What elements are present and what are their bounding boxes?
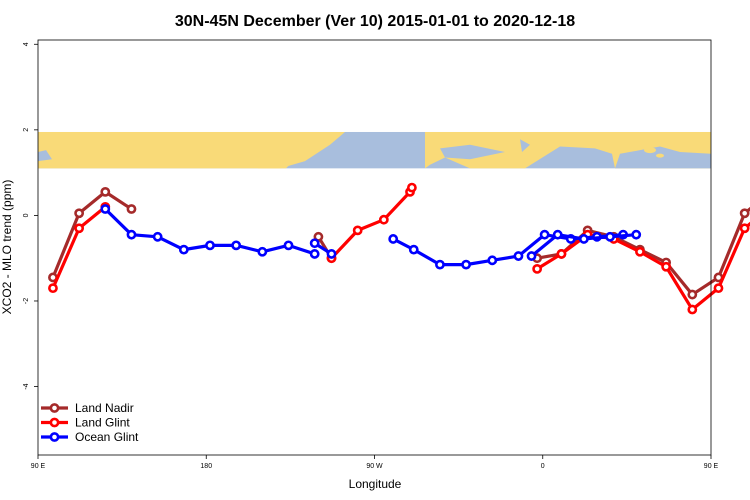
ocean-glint-point <box>309 249 320 259</box>
ocean-glint-point <box>257 246 268 257</box>
land-glint-point <box>556 249 567 259</box>
world-map-band <box>38 131 711 169</box>
ocean-glint-legend-marker <box>49 432 60 442</box>
land-glint-point <box>74 223 85 234</box>
land-nadir-point <box>739 208 750 219</box>
land-glint-point <box>378 214 389 225</box>
land-glint-point <box>532 263 543 274</box>
y-axis-title: XCO2 - MLO trend (ppm) <box>0 180 14 315</box>
map-island <box>656 153 664 158</box>
land-glint-point <box>661 261 672 272</box>
land-glint-point <box>406 182 417 193</box>
ocean-glint-point <box>283 240 294 251</box>
map-sea <box>520 139 530 152</box>
ocean-glint-point <box>408 244 419 255</box>
ocean-glint-point <box>552 229 563 240</box>
land-glint-line <box>330 190 412 260</box>
ocean-glint-point <box>461 259 472 270</box>
land-nadir-point <box>74 208 85 219</box>
ocean-glint-point <box>326 249 337 259</box>
ocean-glint-point <box>435 259 445 270</box>
map-sea <box>615 146 711 169</box>
ocean-glint-point <box>100 204 111 214</box>
x-axis-title: Longitude <box>349 477 402 491</box>
land-nadir-legend-marker <box>49 403 60 413</box>
ocean-glint-point <box>605 231 615 242</box>
map-land <box>38 131 258 169</box>
ocean-glint-point <box>631 229 642 240</box>
ocean-glint-point <box>205 240 215 251</box>
map-land <box>258 131 345 169</box>
x-tick-label: 90 E <box>704 463 719 470</box>
land-glint-line <box>536 221 750 312</box>
land-glint-point <box>48 283 58 294</box>
series-layer <box>48 182 750 315</box>
map-island <box>96 153 104 158</box>
map-sea <box>38 150 52 162</box>
ocean-glint-point <box>152 231 163 242</box>
ocean-glint-point <box>231 240 242 251</box>
plot-frame <box>37 39 712 456</box>
ocean-glint-point <box>513 251 524 261</box>
map-sea <box>440 144 505 160</box>
land-glint-legend-marker <box>49 417 60 428</box>
ocean-glint-point <box>578 234 589 244</box>
land-glint-point <box>635 246 645 257</box>
x-axis: 90 E 180 90 W 0 90 E <box>31 455 719 470</box>
ocean-glint-legend-label: Ocean Glint <box>75 430 139 444</box>
y-tick-label: 0 <box>23 213 30 217</box>
land-nadir-line <box>51 190 133 279</box>
y-tick-label: -2 <box>23 298 30 304</box>
map-island <box>104 147 116 154</box>
ocean-glint-point <box>178 244 189 255</box>
x-tick-label: 180 <box>200 463 212 470</box>
land-glint-point <box>352 225 363 236</box>
land-glint-point <box>687 304 698 315</box>
x-tick-label: 0 <box>541 463 545 470</box>
land-nadir-point <box>126 204 137 214</box>
land-glint-point <box>713 283 724 294</box>
y-tick-label: 2 <box>23 128 30 132</box>
ocean-glint-point <box>487 255 498 266</box>
ocean-glint-point <box>526 251 537 261</box>
ocean-glint-point <box>126 229 137 240</box>
map-island <box>644 147 656 154</box>
land-glint-line <box>51 205 107 289</box>
chart-title: 30N-45N December (Ver 10) 2015-01-01 to … <box>175 13 575 30</box>
y-tick-label: 4 <box>23 42 30 46</box>
land-nadir-legend-label: Land Nadir <box>75 401 134 415</box>
ocean-glint-point <box>309 238 320 249</box>
x-tick-label: 90 E <box>31 463 46 470</box>
y-axis: -4 -2 0 2 4 <box>23 42 38 390</box>
x-tick-label: 90 W <box>366 463 383 470</box>
land-nadir-point <box>100 186 111 197</box>
land-nadir-point <box>687 289 698 300</box>
y-tick-label: -4 <box>23 383 30 389</box>
land-glint-legend-label: Land Glint <box>75 416 130 430</box>
ocean-glint-point <box>388 234 399 244</box>
ocean-glint-point <box>539 229 550 240</box>
land-glint-point <box>739 223 750 234</box>
